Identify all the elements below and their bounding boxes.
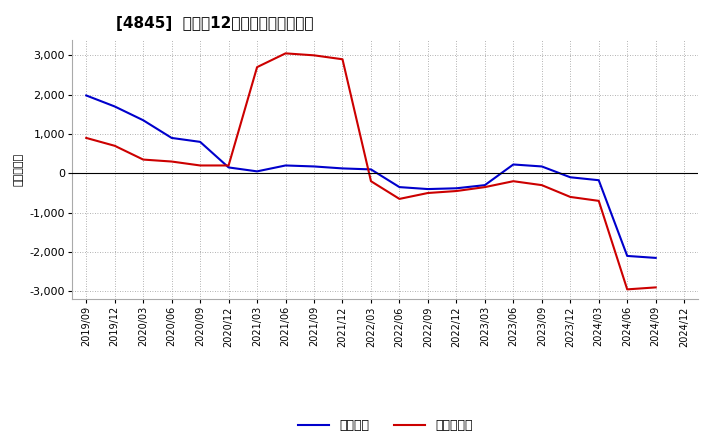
当期純利益 bbox=[139, 157, 148, 162]
経常利益 bbox=[452, 186, 461, 191]
当期純利益 bbox=[225, 163, 233, 168]
当期純利益 bbox=[196, 163, 204, 168]
Text: [4845]  利益だ12か月移動合計の推移: [4845] 利益だ12か月移動合計の推移 bbox=[116, 16, 313, 32]
当期純利益 bbox=[595, 198, 603, 204]
当期純利益 bbox=[537, 183, 546, 188]
経常利益 bbox=[652, 255, 660, 260]
経常利益 bbox=[282, 163, 290, 168]
経常利益 bbox=[82, 93, 91, 98]
当期純利益 bbox=[395, 196, 404, 202]
当期純利益 bbox=[366, 179, 375, 184]
経常利益 bbox=[366, 167, 375, 172]
経常利益 bbox=[537, 164, 546, 169]
当期純利益 bbox=[338, 57, 347, 62]
経常利益 bbox=[253, 169, 261, 174]
当期純利益 bbox=[82, 135, 91, 140]
経常利益 bbox=[196, 139, 204, 144]
経常利益 bbox=[167, 135, 176, 140]
当期純利益 bbox=[566, 194, 575, 200]
経常利益 bbox=[338, 166, 347, 171]
経常利益 bbox=[310, 164, 318, 169]
経常利益 bbox=[595, 178, 603, 183]
当期純利益 bbox=[452, 188, 461, 194]
当期純利益 bbox=[253, 65, 261, 70]
経常利益 bbox=[225, 165, 233, 170]
経常利益 bbox=[139, 117, 148, 123]
当期純利益 bbox=[423, 191, 432, 196]
当期純利益 bbox=[167, 159, 176, 164]
Y-axis label: （百万円）: （百万円） bbox=[14, 153, 24, 186]
当期純利益 bbox=[623, 287, 631, 292]
当期純利益 bbox=[110, 143, 119, 148]
経常利益 bbox=[395, 184, 404, 190]
当期純利益 bbox=[310, 53, 318, 58]
経常利益 bbox=[110, 104, 119, 109]
経常利益 bbox=[623, 253, 631, 259]
Line: 経常利益: 経常利益 bbox=[86, 95, 656, 258]
経常利益 bbox=[509, 162, 518, 167]
経常利益 bbox=[423, 187, 432, 192]
経常利益 bbox=[566, 175, 575, 180]
当期純利益 bbox=[480, 184, 489, 190]
Line: 当期純利益: 当期純利益 bbox=[86, 53, 656, 290]
当期純利益 bbox=[509, 179, 518, 184]
当期純利益 bbox=[652, 285, 660, 290]
当期純利益 bbox=[282, 51, 290, 56]
Legend: 経常利益, 当期純利益: 経常利益, 当期純利益 bbox=[293, 414, 477, 437]
経常利益 bbox=[480, 183, 489, 188]
